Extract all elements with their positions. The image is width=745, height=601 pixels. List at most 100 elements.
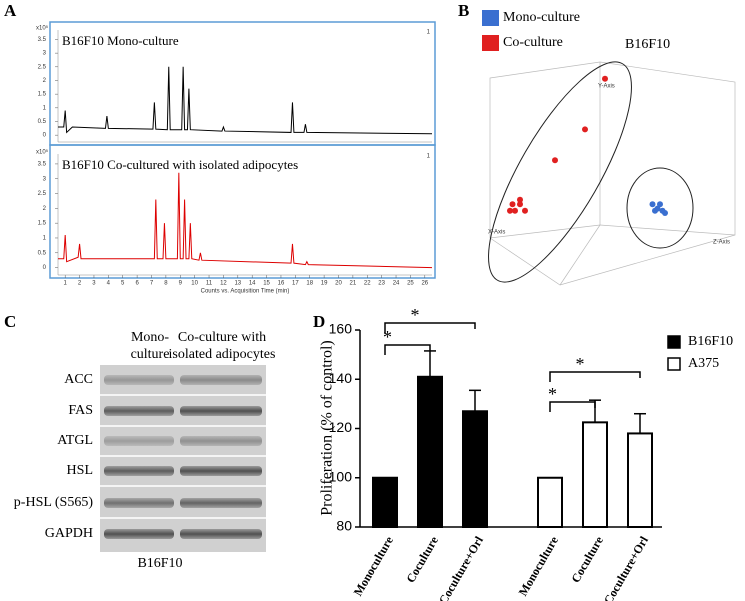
band: [104, 498, 174, 508]
point: [522, 207, 528, 214]
band: [104, 466, 174, 476]
band: [180, 406, 262, 416]
significance-star: *: [383, 327, 392, 347]
cube: [489, 61, 736, 286]
y-tick-label: 80: [336, 518, 352, 534]
band: [180, 375, 262, 385]
x-tick-label: 4: [107, 281, 111, 287]
x-tick-label: Coculture: [403, 533, 441, 585]
point: [507, 207, 513, 214]
point: [649, 201, 656, 208]
x-axis-title: Counts vs. Acquisition Time (min): [201, 289, 290, 295]
x-tick-label: 26: [421, 281, 428, 287]
bar: [462, 410, 488, 529]
band: [180, 529, 262, 539]
panel-label: A: [4, 1, 17, 20]
y-tick-label: 1: [43, 105, 47, 111]
x-tick-label: 8: [164, 281, 168, 287]
significance-bracket: [384, 322, 476, 333]
point: [662, 210, 668, 216]
x-tick-label: 13: [234, 281, 241, 287]
x-tick-label: 12: [220, 281, 227, 287]
x-tick-label: 21: [350, 281, 357, 287]
x-tick-label: 20: [335, 281, 342, 287]
x-tick-label: 14: [249, 281, 256, 287]
axis-label: Y-Axis: [598, 84, 615, 90]
significance-bracket: [549, 371, 641, 382]
point: [517, 201, 523, 208]
y-tick-label: 140: [329, 370, 353, 386]
y-tick-label: 3.5: [38, 37, 47, 43]
x-tick-label: 11: [206, 281, 213, 287]
y-tick-label: 0: [43, 265, 47, 271]
x-tick-label: Monoculture: [516, 533, 562, 598]
legend-swatch: [482, 10, 499, 26]
y-scale-label: x10⁵: [36, 25, 49, 32]
x-tick-label: 5: [121, 281, 125, 287]
point: [657, 201, 663, 208]
x-tick-label: Coculture+Orl: [601, 533, 651, 601]
y-scale-label: x10⁵: [36, 149, 49, 156]
point: [552, 157, 558, 164]
band: [104, 436, 174, 446]
x-tick-label: 9: [179, 281, 183, 287]
trace: [58, 66, 433, 135]
y-tick-label: 160: [329, 321, 353, 337]
legend-swatch: [482, 35, 499, 51]
significance-bracket: [384, 344, 431, 355]
bar: [372, 476, 398, 528]
row-label: ATGL: [57, 433, 93, 448]
x-tick-label: 3: [92, 281, 96, 287]
x-tick-label: Monoculture: [351, 533, 397, 598]
point: [602, 75, 608, 82]
x-tick-label: 24: [393, 281, 400, 287]
band: [104, 375, 174, 385]
significance-star: *: [576, 354, 585, 374]
point: [512, 207, 518, 214]
band: [180, 498, 262, 508]
cluster-ellipse: [626, 167, 694, 249]
x-tick-label: 6: [135, 281, 139, 287]
band: [180, 436, 262, 446]
legend-swatch: [667, 335, 681, 349]
significance-star: *: [548, 384, 557, 404]
bar: [582, 421, 608, 528]
x-tick-label: 22: [364, 281, 371, 287]
x-tick-label: 2: [78, 281, 82, 287]
y-tick-label: 3: [43, 51, 47, 57]
column-header: isolated adipocytes: [169, 347, 276, 362]
legend-label: A375: [688, 356, 719, 371]
y-tick-label: 0.5: [38, 119, 47, 125]
x-tick-label: 7: [150, 281, 154, 287]
significance-star: *: [411, 305, 420, 325]
y-tick-label: 3: [43, 176, 47, 182]
column-header: Mono-: [131, 330, 169, 345]
cube-edge: [489, 234, 736, 286]
column-header: culture: [131, 347, 170, 362]
band: [104, 406, 174, 416]
legend-label: Mono-culture: [503, 10, 580, 25]
panel-label: C: [4, 312, 16, 331]
y-tick-label: 0.5: [38, 250, 47, 256]
error-bar: [469, 389, 481, 412]
chart-title: B16F10: [625, 37, 670, 52]
cube-edge: [559, 224, 601, 286]
y-tick-label: 100: [329, 468, 353, 484]
y-tick-label: 1.5: [38, 92, 47, 98]
trace: [58, 172, 433, 269]
point: [517, 196, 523, 203]
corner-note: 1: [427, 154, 431, 160]
error-bar: [634, 412, 646, 434]
y-tick-label: 2: [43, 206, 47, 212]
x-tick-label: 19: [321, 281, 328, 287]
column-header: Co-culture with: [178, 330, 266, 345]
corner-note: 1: [427, 30, 431, 36]
y-tick-label: 1.5: [38, 221, 47, 227]
row-label: FAS: [68, 403, 93, 418]
panel-label: D: [313, 312, 325, 331]
axis-label: Z-Axis: [713, 240, 730, 246]
band: [104, 529, 174, 539]
blot-caption: B16F10: [137, 556, 182, 571]
x-tick-label: 17: [292, 281, 299, 287]
